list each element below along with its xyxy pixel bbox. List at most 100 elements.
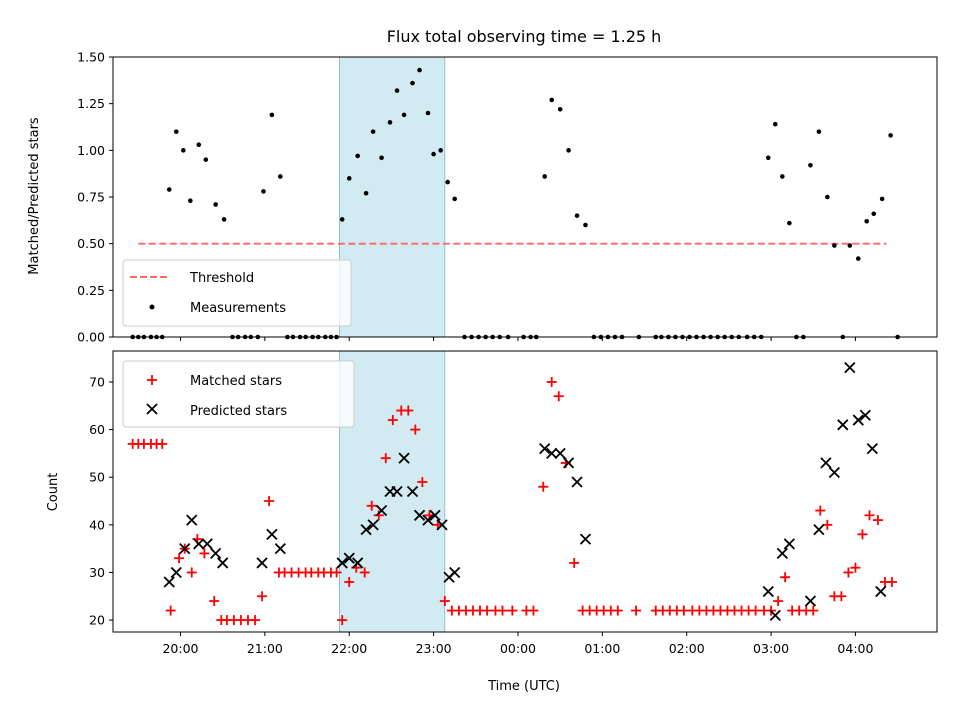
predicted-stars-point (186, 514, 198, 526)
measurement-point (787, 220, 792, 226)
x-tick-label: 20:00 (162, 641, 198, 656)
measurement-point (574, 213, 580, 218)
top-y-tick-label: 0.75 (77, 190, 105, 205)
matched-stars-point (174, 553, 185, 564)
predicted-stars-point (391, 485, 403, 498)
legend-bottom-frame (122, 360, 355, 428)
matched-stars-point (553, 391, 564, 402)
matched-stars-point (417, 476, 428, 487)
measurement-point (363, 190, 369, 196)
predicted-stars-point (866, 442, 878, 455)
matched-stars-point (387, 415, 398, 426)
measurement-point (583, 222, 588, 228)
matched-stars-point (186, 567, 197, 578)
measurement-point (816, 129, 822, 134)
legend-top: Threshold Measurements (122, 259, 352, 327)
measurement-point (346, 176, 352, 181)
measurement-point (401, 112, 407, 118)
measurement-point (379, 155, 384, 161)
measurement-point (269, 112, 275, 118)
measurement-point (431, 151, 436, 157)
predicted-stars-point (852, 414, 864, 426)
measurement-point (278, 174, 283, 179)
legend-measurements-label: Measurements (190, 301, 286, 316)
predicted-stars-point (828, 466, 840, 479)
matched-stars-point (157, 438, 168, 449)
predicted-stars-point (170, 566, 182, 579)
legend-threshold-label: Threshold (189, 271, 254, 286)
measurement-point (438, 148, 443, 153)
matched-stars-point (403, 405, 414, 416)
top-y-tick-label: 1.25 (77, 96, 105, 111)
bottom-y-tick-label: 30 (89, 565, 105, 580)
x-tick-label: 22:00 (331, 641, 367, 656)
matched-stars-point (631, 605, 642, 616)
measurement-point (879, 196, 885, 202)
measurement-point (339, 217, 345, 222)
top-highlight-span (338, 56, 446, 338)
bottom-plot-frame (112, 350, 938, 633)
legend-matched-label: Matched stars (190, 374, 282, 389)
measurement-point (394, 88, 400, 93)
predicted-stars-point (201, 538, 213, 550)
predicted-stars-point (571, 476, 583, 488)
matched-stars-point (410, 424, 421, 435)
top-y-tick-label: 0.25 (77, 283, 105, 298)
measurement-point (780, 174, 785, 179)
predicted-stars-point (256, 557, 268, 569)
x-tick-label: 02:00 (669, 641, 705, 656)
bottom-y-tick-label: 40 (89, 517, 105, 532)
measurement-point (221, 217, 227, 222)
x-tick-label: 21:00 (247, 641, 283, 656)
matched-stars-point (257, 591, 268, 602)
predicted-stars-point (360, 523, 372, 536)
matched-stars-point (815, 505, 826, 516)
measurement-point (166, 187, 172, 192)
matched-stars-point (209, 596, 220, 607)
predicted-stars-point (859, 409, 871, 421)
matched-stars-point (337, 615, 348, 626)
matched-stars-point (507, 605, 518, 616)
measurement-point (445, 179, 450, 185)
matched-stars-point (366, 500, 377, 511)
measurement-point (549, 97, 555, 103)
predicted-stars-point (266, 528, 278, 541)
predicted-stars-point (579, 533, 592, 545)
bottom-series-matched-stars (127, 376, 898, 626)
predicted-stars-point (210, 547, 222, 560)
matched-stars-point (199, 548, 210, 559)
matched-stars-point (344, 576, 355, 587)
predicted-stars-point (217, 557, 229, 569)
predicted-stars-point (429, 509, 441, 521)
predicted-stars-point (837, 419, 849, 431)
predicted-stars-point (413, 509, 426, 521)
measurement-point (566, 148, 571, 153)
measurement-point (355, 153, 360, 159)
predicted-stars-point (398, 452, 410, 464)
measurement-point (557, 106, 563, 112)
matched-stars-point (850, 562, 861, 573)
matched-stars-point (380, 453, 391, 464)
x-tick-label: 01:00 (584, 641, 620, 656)
matched-stars-point (678, 605, 689, 616)
predicted-stars-point (336, 557, 348, 569)
measurement-point (410, 80, 415, 86)
predicted-stars-point (875, 585, 887, 598)
predicted-stars-point (769, 609, 781, 621)
predicted-stars-point (406, 485, 419, 498)
matched-stars-point (373, 510, 384, 521)
legend-matched-swatch (147, 375, 157, 385)
legend-bottom: Matched stars Predicted stars (122, 360, 355, 428)
legend-top-frame (122, 259, 352, 327)
measurement-point (181, 148, 186, 153)
measurement-point (387, 120, 393, 125)
predicted-stars-point (783, 538, 795, 550)
measurement-point (188, 198, 193, 204)
matched-stars-point (264, 496, 275, 507)
matched-stars-point (864, 510, 875, 521)
measurement-point (808, 162, 813, 168)
measurement-point (417, 67, 422, 73)
measurement-point (847, 243, 853, 248)
